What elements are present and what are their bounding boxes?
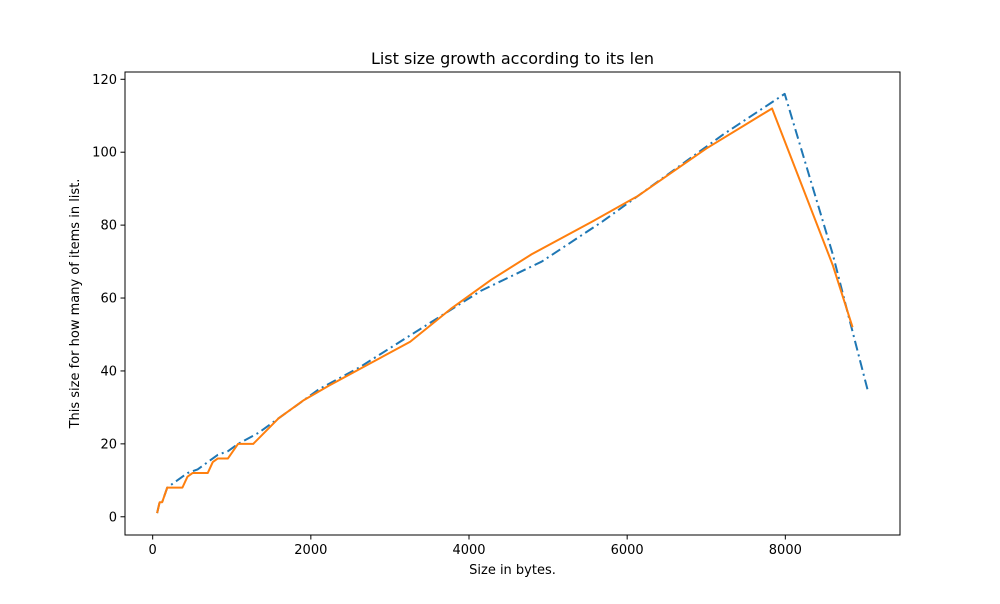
plot-frame bbox=[124, 71, 901, 536]
y-tick-label: 40 bbox=[100, 364, 117, 379]
x-tick-label: 2000 bbox=[294, 543, 327, 558]
y-tick-label: 0 bbox=[109, 510, 117, 525]
y-tick-label: 60 bbox=[100, 292, 117, 307]
series-layer bbox=[156, 92, 870, 514]
series-line-2 bbox=[156, 107, 854, 514]
x-tick-label: 8000 bbox=[769, 543, 802, 558]
x-axis-label: Size in bytes. bbox=[469, 563, 556, 578]
chart-title: List size growth according to its len bbox=[371, 49, 654, 68]
y-axis-label: This size for how many of items in list. bbox=[68, 179, 83, 430]
x-tick-label: 4000 bbox=[452, 543, 485, 558]
plot-area bbox=[125, 72, 900, 535]
y-tick-label: 100 bbox=[92, 146, 117, 161]
axes-layer: 0 2000 4000 6000 8000 0 20 40 60 80 100 120 bbox=[92, 73, 802, 558]
y-tick-label: 120 bbox=[92, 73, 117, 88]
x-tick-label: 0 bbox=[149, 543, 157, 558]
y-tick-label: 80 bbox=[100, 219, 117, 234]
x-tick-label: 6000 bbox=[611, 543, 644, 558]
y-tick-label: 20 bbox=[100, 437, 117, 452]
